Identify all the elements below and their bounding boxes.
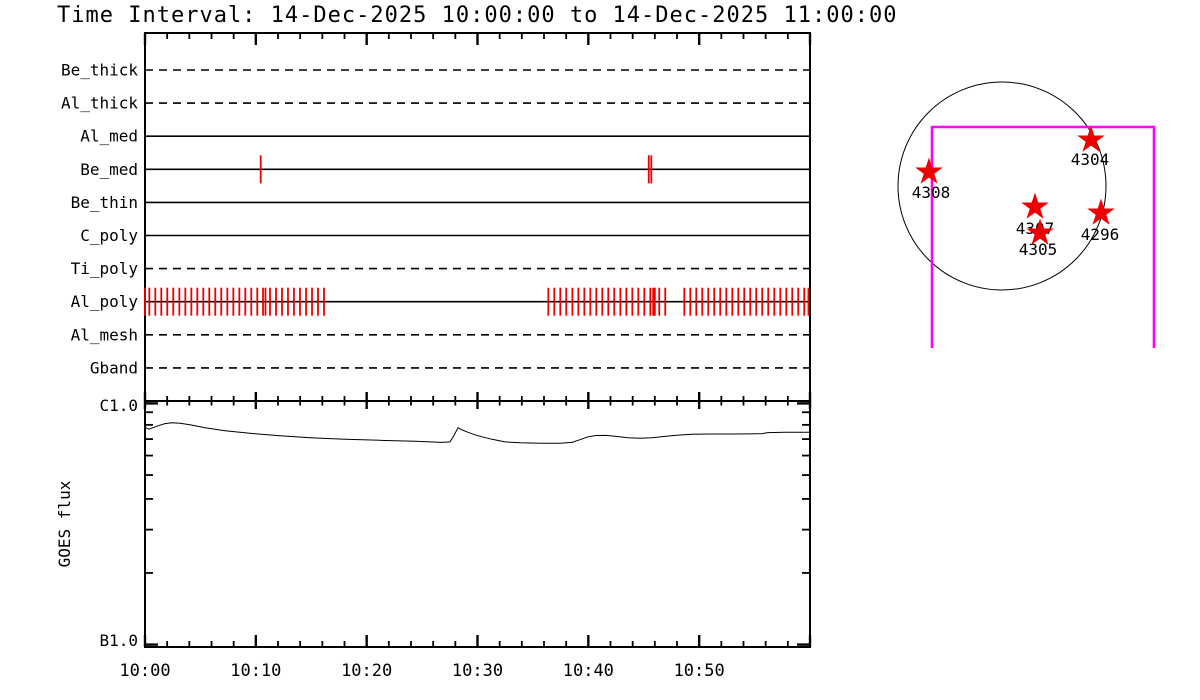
filter-row-label: Be_med	[80, 160, 138, 179]
filter-row-c_poly: C_poly	[80, 226, 810, 245]
active-region-label: 4304	[1071, 150, 1110, 169]
active-region-label: 4296	[1081, 225, 1120, 244]
goes-y-top-label: C1.0	[99, 396, 138, 415]
filter-row-label: Al_med	[80, 127, 138, 146]
goes-y-axis-title: GOES flux	[55, 480, 74, 567]
filter-row-label: Be_thin	[71, 193, 138, 212]
filter-row-label: Be_thick	[61, 61, 138, 80]
goes-y-bottom-label: B1.0	[99, 631, 138, 650]
active-region-label: 4305	[1019, 240, 1058, 259]
active-region-star	[1077, 125, 1105, 152]
solar-disk-map: 43044308430743054296	[897, 81, 1156, 348]
filter-row-label: Gband	[90, 358, 138, 377]
filter-row-label: Al_mesh	[71, 325, 138, 344]
filter-row-be_thick: Be_thick	[61, 61, 810, 80]
filter-row-label: Al_poly	[71, 292, 139, 311]
goes-x-tick-label: 10:30	[452, 661, 503, 681]
filter-row-be_med: Be_med	[80, 155, 810, 184]
solar-disk	[897, 81, 1107, 291]
active-region-label: 4308	[912, 183, 951, 202]
goes-plot-box	[144, 400, 811, 648]
goes-x-tick-label: 10:10	[230, 661, 281, 681]
filter-row-label: C_poly	[80, 226, 138, 245]
active-region-star	[1021, 192, 1049, 219]
active-region-star	[1087, 198, 1115, 225]
filter-row-al_mesh: Al_mesh	[71, 325, 810, 344]
fov-box	[930, 125, 1156, 348]
filter-row-al_poly: Al_poly	[71, 287, 810, 316]
filter-row-gband: Gband	[90, 358, 810, 377]
filter-row-label: Ti_poly	[71, 259, 139, 278]
active-region-star	[915, 157, 943, 184]
goes-x-tick-label: 10:20	[341, 661, 392, 681]
goes-x-tick-label: 10:50	[674, 661, 725, 681]
filter-row-be_thin: Be_thin	[71, 193, 810, 212]
filter-row-ti_poly: Ti_poly	[71, 259, 810, 278]
timeline-plot-box	[144, 32, 811, 402]
goes-x-tick-label: 10:40	[563, 661, 614, 681]
goes-flux-curve	[144, 422, 811, 444]
filter-row-al_thick: Al_thick	[61, 94, 810, 113]
filter-row-label: Al_thick	[61, 94, 138, 113]
page-title: Time Interval: 14-Dec-2025 10:00:00 to 1…	[57, 3, 898, 28]
active-region-star	[1026, 218, 1054, 245]
goes-x-tick-label: 10:00	[119, 661, 170, 681]
filter-row-al_med: Al_med	[80, 127, 810, 146]
